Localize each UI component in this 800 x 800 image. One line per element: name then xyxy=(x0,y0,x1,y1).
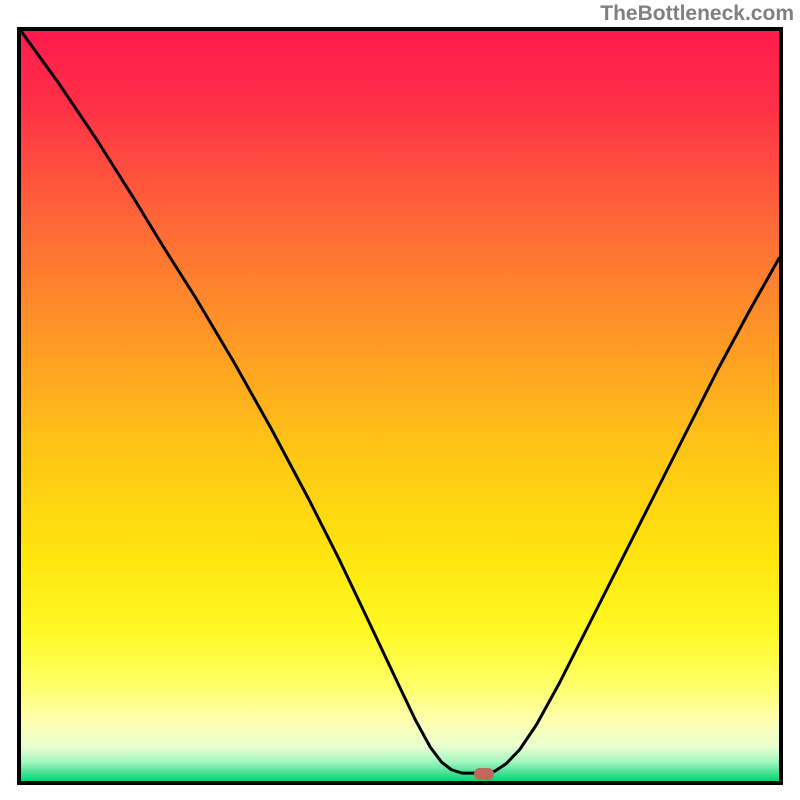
optimal-marker xyxy=(474,768,494,780)
curve-svg xyxy=(21,31,779,781)
watermark-text: TheBottleneck.com xyxy=(600,2,794,26)
bottleneck-curve xyxy=(21,31,779,773)
plot-area xyxy=(17,27,783,785)
